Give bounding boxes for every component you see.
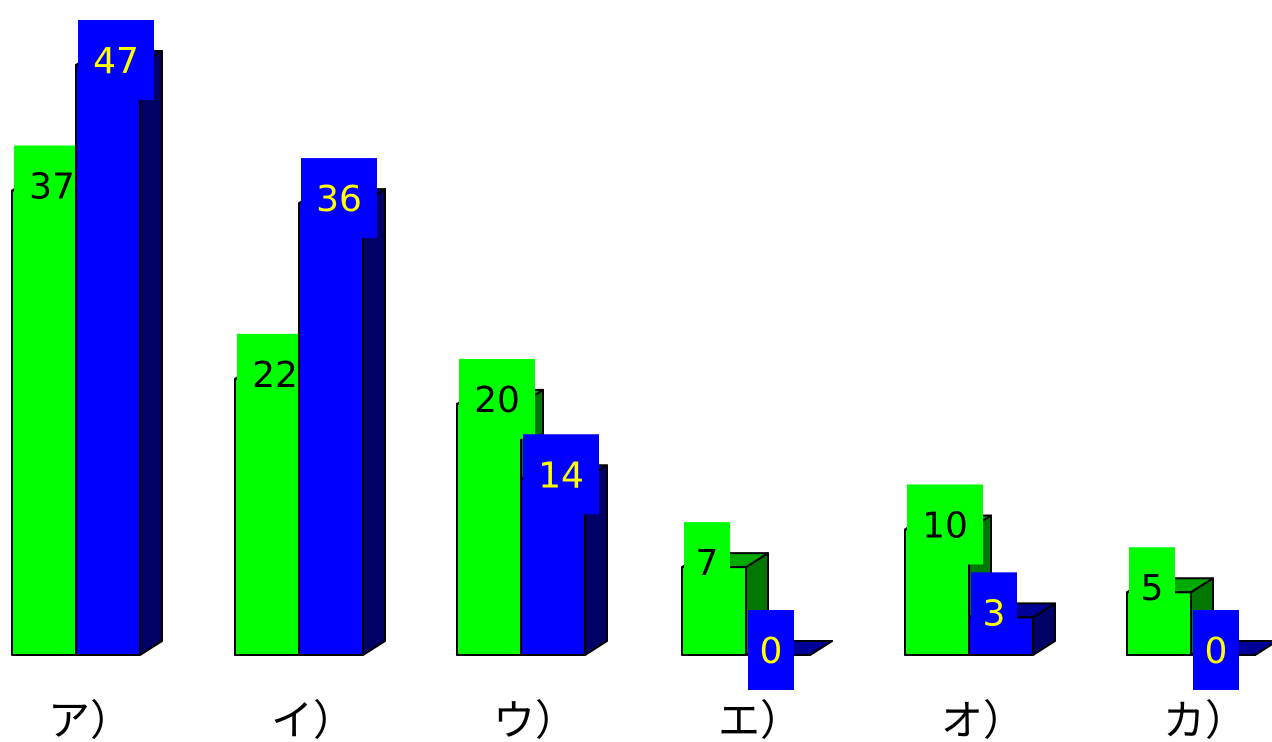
data-label-box-s1-c6 <box>1129 547 1175 628</box>
data-label-s1-c4: 7 <box>696 543 719 584</box>
data-label-s2-c5: 3 <box>983 593 1006 634</box>
data-label-s2-c6: 0 <box>1205 631 1228 672</box>
data-label-s1-c1: 37 <box>29 167 75 208</box>
data-label-s2-c3: 14 <box>538 455 584 496</box>
bar-group-1: 37 47 ア） <box>11 20 163 742</box>
bar-group-6: 50 カ） <box>1126 547 1272 742</box>
data-label-box-s1-c4 <box>684 522 730 603</box>
bar-s1-c3 <box>456 402 522 656</box>
data-label-box-s2-c5 <box>971 572 1017 653</box>
data-label-box-s1-c3 <box>459 358 535 439</box>
bar-group-4: 7 0 エ） <box>681 522 833 742</box>
category-label-6: カ） <box>1163 696 1247 742</box>
category-label-3: ウ） <box>493 696 577 742</box>
data-label-box-s2-c4 <box>748 610 794 690</box>
bar-side-s2-c1 <box>139 50 163 656</box>
bar-s1-c1 <box>11 189 77 656</box>
bar-s2-c2 <box>298 202 364 656</box>
category-label-2: イ） <box>271 696 355 742</box>
bar-group-5: 10 3 オ） <box>904 484 1056 742</box>
bar-group-2: 22 36 イ） <box>234 158 386 742</box>
data-label-box-s2-c6 <box>1193 610 1239 690</box>
data-label-s1-c2: 22 <box>252 355 298 396</box>
bar-side-s2-c2 <box>362 188 386 656</box>
data-label-s2-c1: 47 <box>93 41 139 82</box>
data-label-s1-c5: 10 <box>922 505 968 546</box>
bar-s1-c2 <box>234 377 300 656</box>
data-label-box-s2-c1 <box>78 20 154 100</box>
data-label-s2-c2: 36 <box>316 179 362 220</box>
data-label-s1-c3: 20 <box>474 380 520 421</box>
bar-group-3: 20 14 ウ） <box>456 358 608 742</box>
category-label-5: オ） <box>941 696 1025 742</box>
data-label-s1-c6: 5 <box>1141 568 1164 609</box>
data-label-box-s2-c2 <box>301 158 377 239</box>
data-label-box-s2-c3 <box>523 434 599 515</box>
category-label-4: エ） <box>718 696 802 742</box>
category-label-1: ア） <box>48 696 132 742</box>
bar-s2-c1 <box>75 64 141 656</box>
data-label-box-s1-c5 <box>907 484 983 565</box>
data-label-s2-c4: 0 <box>760 631 783 672</box>
